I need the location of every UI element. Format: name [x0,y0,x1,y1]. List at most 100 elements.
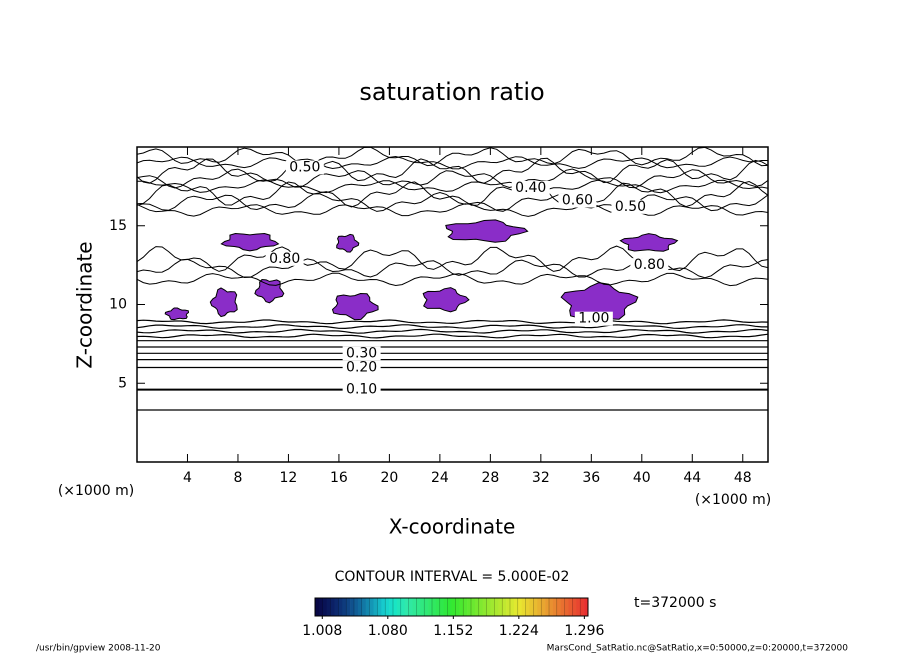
x-unit: (×1000 m) [695,492,771,508]
colorbar-cell [521,598,526,616]
supersaturated-region [164,307,190,321]
contour-label: 0.20 [346,360,377,376]
colorbar-cell [396,598,402,616]
colorbar-cell [334,598,339,616]
contour-line [137,168,768,189]
colorbar-cell [568,598,573,616]
colorbar-cell [381,598,386,616]
colorbar-cell [330,598,335,616]
supersaturated-region [560,282,639,320]
supersaturated-region [336,233,360,253]
colorbar-cell [525,598,530,616]
x-tick-label: 40 [633,470,651,486]
contour-label-bg [558,193,597,208]
contour-line [137,328,768,334]
contour-label-bg [342,360,381,375]
supersaturated-region [254,278,285,304]
supersaturated-region [220,232,280,252]
colorbar-cell [342,598,347,616]
colorbar-cell [560,598,565,616]
x-tick-label: 28 [481,470,499,486]
colorbar-cell [467,598,472,616]
y-axis-label: Z-coordinate [73,241,97,368]
chart-title: saturation ratio [359,78,544,106]
colorbar-cell [432,598,437,616]
contour-label-bg [342,382,381,397]
colorbar-cell [572,598,577,616]
colorbar-cell [533,598,538,616]
colorbar-tick-label: 1.152 [433,623,473,639]
footer-left: /usr/bin/gpview 2008-11-20 [36,644,161,654]
colorbar-cell [373,598,378,616]
contour-label-bg [265,251,304,266]
contour-line [137,191,768,212]
colorbar-cell [576,598,581,616]
contour-line [137,147,768,167]
time-label: t=372000 s [634,595,716,611]
colorbar-tick-label: 1.008 [302,623,342,639]
contour-label: 0.50 [615,199,646,215]
contour-line [137,319,768,325]
y-tick-label: 15 [109,218,127,234]
colorbar-cell [393,598,398,616]
x-axis-label: X-coordinate [389,515,516,539]
x-tick-label: 12 [280,470,298,486]
colorbar-cell [537,598,542,616]
colorbar-cell [447,598,452,616]
colorbar-frame [314,597,589,617]
contour-line [137,179,768,194]
colorbar-cell [580,598,585,616]
contour-label: 1.00 [578,311,609,327]
colorbar-cell [545,598,550,616]
colorbar-cell [451,598,456,616]
colorbar-cell [318,598,324,616]
footer-right: MarsCond_SatRatio.nc@SatRatio,x=0:50000,… [547,644,849,654]
contour-line [137,180,768,208]
colorbar-cell [420,598,425,616]
x-tick-label: 24 [431,470,449,486]
colorbar-cell [549,598,554,616]
contour-label-bg [342,346,381,361]
contour-line [137,203,768,217]
colorbar-cell [494,598,499,616]
y-tick-label: 10 [109,297,127,313]
colorbar-cell [443,598,448,616]
colorbar-cell [459,598,464,616]
contour-label: 0.30 [346,345,377,361]
colorbar-tick-label: 1.080 [368,623,408,639]
colorbar-cell [498,598,503,616]
colorbar-cell [315,598,320,616]
x-tick-label: 8 [233,470,242,486]
colorbar-cell [502,598,507,616]
colorbar-cell [322,598,327,616]
contour-line [137,157,768,184]
y-unit: (×1000 m) [58,483,134,499]
contour-label: 0.10 [346,382,377,398]
colorbar-cell [408,598,413,616]
colorbar-cell [474,598,480,616]
colorbar-cell [435,598,441,616]
colorbar-cell [385,598,390,616]
colorbar-cell [552,598,558,616]
contour-label-bg [630,258,669,273]
colorbar-cell [455,598,460,616]
colorbar-cell [350,598,355,616]
colorbar-cell [517,598,522,616]
contour-line [137,245,768,272]
supersaturated-region [209,287,238,318]
colorbar-cell [338,598,343,616]
contour-label-bg [574,311,613,326]
y-tick-label: 5 [118,375,127,391]
colorbar-cell [529,598,534,616]
colorbar-cell [346,598,351,616]
supersaturated-region [619,233,679,252]
x-tick-label: 16 [330,470,348,486]
plot-area: 0.10 0.200.30 0.50 0.40 0.60 0.50 0.80 0.80 1.00 [137,147,768,411]
colorbar-tick-label: 1.224 [499,623,539,639]
colorbar-cell [471,598,476,616]
colorbar-cell [357,598,363,616]
supersaturated-region [331,292,379,321]
colorbar-cell [361,598,366,616]
contour-label-bg [511,180,550,195]
